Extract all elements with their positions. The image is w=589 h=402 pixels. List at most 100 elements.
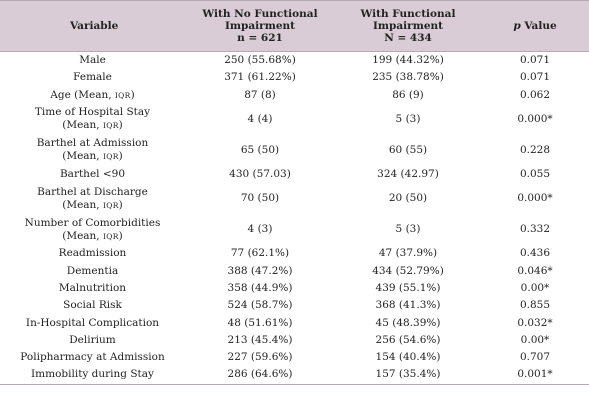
row-label-text: Barthel <90 [59, 168, 126, 181]
table-header: Variable With No Functional Impairment n… [0, 0, 589, 52]
row-impairment: 434 (52.79%) [372, 264, 444, 277]
results-table: Variable With No Functional Impairment n… [0, 0, 589, 385]
table-row: Barthel <90 430 (57.03) 324 (42.97) 0.055 [0, 166, 589, 183]
row-label: Barthel at Discharge (Mean, IQR) [0, 183, 185, 214]
row-label: Barthel at Admission (Mean, IQR) [0, 135, 185, 166]
row-label-line1: Time of Hospital Stay [34, 106, 151, 119]
table-row: Social Risk 524 (58.7%) 368 (41.3%) 0.855 [0, 297, 589, 314]
row-label-line2: (Mean, IQR) [4, 230, 181, 243]
row-label: Dementia [0, 262, 185, 279]
row-no-impairment: 371 (61.22%) [224, 71, 296, 84]
table-row: Polipharmacy at Admission 227 (59.6%) 154 … [0, 349, 589, 366]
row-label: Social Risk [0, 297, 185, 314]
row-impairment: 439 (55.1%) [375, 281, 441, 294]
row-label-line1: Barthel at Admission [36, 137, 149, 150]
row-label-text: Dementia [66, 264, 119, 277]
row-label-iqr: IQR [102, 152, 119, 162]
table-row: Malnutrition 358 (44.9%) 439 (55.1%) 0.00* [0, 280, 589, 297]
table-row: Time of Hospital Stay (Mean, IQR) 4 (4) 5 (… [0, 104, 589, 135]
row-impairment: 5 (3) [395, 223, 421, 236]
row-no-impairment: 430 (57.03) [229, 168, 291, 181]
table-row: Readmission 77 (62.1%) 47 (37.9%) 0.436 [0, 245, 589, 262]
row-label-iqr: IQR [114, 90, 131, 100]
row-p-value: 0.855 [519, 299, 551, 312]
row-no-impairment: 48 (51.61%) [227, 316, 293, 329]
row-label-line2: (Mean, IQR) [4, 150, 181, 163]
row-p-value: 0.00* [520, 333, 550, 346]
table-row: Number of Comorbidities (Mean, IQR) 4 (3) 5… [0, 214, 589, 245]
table-row: Immobility during Stay 286 (64.6%) 157 (35… [0, 366, 589, 385]
row-p-value: 0.071 [519, 71, 551, 84]
row-no-impairment: 77 (62.1%) [230, 247, 290, 260]
row-impairment: 235 (38.78%) [372, 71, 444, 84]
row-label-text: Age (Mean, [50, 88, 115, 101]
row-label: In-Hospital Complication [0, 314, 185, 331]
row-no-impairment: 227 (59.6%) [227, 351, 293, 364]
table-row: In-Hospital Complication 48 (51.61%) 45 (4… [0, 314, 589, 331]
row-label-line2: (Mean, IQR) [4, 199, 181, 212]
header-no-impairment-line2: Impairment [225, 20, 295, 32]
row-p-value: 0.001* [481, 366, 589, 385]
row-label-text: In-Hospital Complication [25, 316, 160, 329]
row-label: Malnutrition [0, 280, 185, 297]
header-variable: Variable [0, 0, 185, 52]
row-impairment: 368 (41.3%) [375, 299, 441, 312]
row-label: Barthel <90 [0, 166, 185, 183]
row-label-end: ) [118, 150, 123, 163]
row-label-text: Malnutrition [58, 281, 127, 294]
header-p-rest: Value [520, 20, 557, 32]
row-label-end: ) [118, 229, 123, 242]
row-impairment: 154 (40.4%) [375, 351, 441, 364]
row-label-text: Readmission [58, 247, 127, 260]
row-label-end: ) [118, 198, 123, 211]
row-label-line2-text: (Mean, [62, 150, 103, 163]
row-no-impairment: 4 (4) [247, 112, 273, 125]
row-no-impairment: 388 (47.2%) [227, 264, 293, 277]
row-p-value: 0.00* [520, 281, 550, 294]
row-label-line2-text: (Mean, [62, 119, 103, 132]
row-p-value: 0.436 [519, 247, 551, 260]
header-no-impairment: With No Functional Impairment n = 621 [185, 0, 335, 52]
row-no-impairment: 286 (64.6%) [185, 366, 335, 385]
row-label-text: Immobility during Stay [31, 368, 154, 381]
row-no-impairment: 87 (8) [244, 88, 276, 101]
row-label: Age (Mean, IQR) [0, 87, 185, 104]
row-label-end: ) [118, 119, 123, 132]
header-no-impairment-line1: With No Functional [202, 8, 318, 20]
header-impairment-line1: With Functional [360, 8, 456, 20]
row-label-line1: Number of Comorbidities [24, 216, 161, 229]
row-label: Readmission [0, 245, 185, 262]
row-p-value: 0.032* [517, 316, 553, 329]
row-p-value: 0.000* [517, 112, 553, 125]
row-label-text: Female [73, 71, 112, 84]
row-label: Female [0, 69, 185, 86]
table-row: Female 371 (61.22%) 235 (38.78%) 0.071 [0, 69, 589, 86]
row-label: Delirium [0, 332, 185, 349]
row-label-text: Social Risk [63, 299, 122, 312]
table-row: Delirium 213 (45.4%) 256 (54.6%) 0.00* [0, 332, 589, 349]
row-label-iqr: IQR [102, 231, 119, 241]
table-row: Barthel at Discharge (Mean, IQR) 70 (50) 20… [0, 183, 589, 214]
row-label: Immobility during Stay [0, 366, 185, 385]
table-row: Age (Mean, IQR) 87 (8) 86 (9) 0.062 [0, 87, 589, 104]
row-label-line2-text: (Mean, [62, 229, 103, 242]
row-impairment: 324 (42.97) [377, 168, 439, 181]
row-no-impairment: 250 (55.68%) [224, 54, 296, 67]
row-impairment: 60 (55) [388, 143, 428, 156]
row-label-iqr: IQR [102, 121, 119, 131]
row-label: Polipharmacy at Admission [0, 349, 185, 366]
table-row: Male 250 (55.68%) 199 (44.32%) 0.071 [0, 52, 589, 70]
row-impairment: 199 (44.32%) [372, 54, 444, 67]
row-p-value: 0.046* [517, 264, 553, 277]
row-impairment: 157 (35.4%) [335, 366, 481, 385]
row-p-value: 0.000* [517, 192, 553, 205]
row-impairment: 256 (54.6%) [375, 333, 441, 346]
row-p-value: 0.228 [519, 143, 551, 156]
header-impairment-count: N = 434 [384, 32, 432, 44]
table-row: Dementia 388 (47.2%) 434 (52.79%) 0.046* [0, 262, 589, 279]
row-no-impairment: 358 (44.9%) [227, 281, 293, 294]
row-label-line2: (Mean, IQR) [4, 119, 181, 132]
header-impairment: With Functional Impairment N = 434 [335, 0, 481, 52]
row-impairment: 86 (9) [392, 88, 424, 101]
